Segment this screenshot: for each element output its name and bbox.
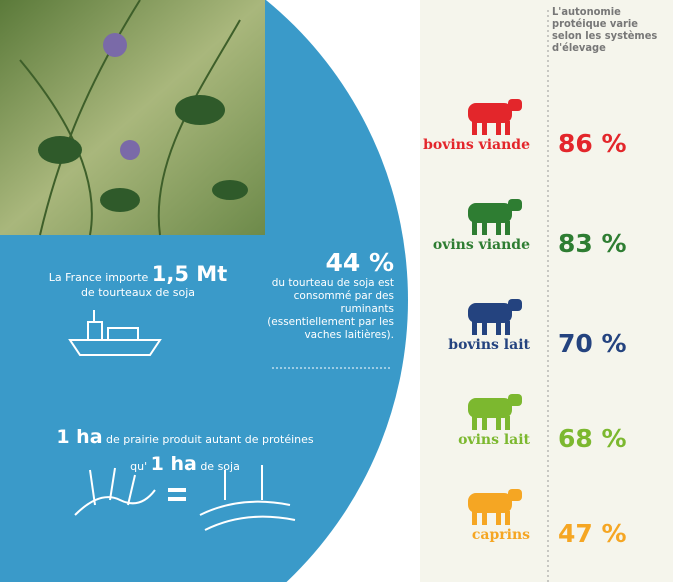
item-percent: 70 % bbox=[558, 329, 627, 358]
item-label: ovins lait bbox=[400, 432, 530, 448]
animal-icon bbox=[460, 485, 530, 527]
ruminants-percent: 44 % bbox=[262, 248, 394, 277]
item-label: ovins viande bbox=[400, 237, 530, 253]
prairie-text3: de soja bbox=[200, 460, 240, 473]
item-label: bovins lait bbox=[400, 337, 530, 353]
prairie-amount: 1 ha bbox=[151, 453, 197, 475]
item-percent: 83 % bbox=[558, 229, 627, 258]
import-suffix: de tourteaux de soja bbox=[81, 286, 195, 299]
item-percent: 68 % bbox=[558, 424, 627, 453]
item-label: caprins bbox=[400, 527, 530, 543]
ruminants-text: du tourteau de soja est consommé par des… bbox=[262, 277, 394, 342]
prairie-text1: de prairie produit autant de protéines bbox=[106, 433, 314, 446]
import-prefix: La France importe bbox=[49, 271, 149, 284]
ruminants-block: 44 % du tourteau de soja est consommé pa… bbox=[262, 248, 394, 342]
animal-icon bbox=[460, 295, 530, 337]
animal-icon bbox=[460, 95, 530, 137]
prairie-amount: 1 ha bbox=[56, 426, 102, 448]
animal-icon bbox=[460, 390, 530, 432]
animal-icon bbox=[460, 195, 530, 237]
import-text: La France importe 1,5 Mt de tourteaux de… bbox=[18, 262, 258, 299]
infographic: L'autonomie protéique varie selon les sy… bbox=[0, 0, 673, 582]
prairie-text2: qu' bbox=[130, 460, 147, 473]
prairie-text: 1 ha de prairie produit autant de protéi… bbox=[10, 425, 360, 479]
import-amount: 1,5 Mt bbox=[152, 262, 227, 286]
header-title: L'autonomie protéique varie selon les sy… bbox=[552, 6, 662, 54]
item-label: bovins viande bbox=[400, 137, 530, 153]
item-percent: 47 % bbox=[558, 519, 627, 548]
item-percent: 86 % bbox=[558, 129, 627, 158]
